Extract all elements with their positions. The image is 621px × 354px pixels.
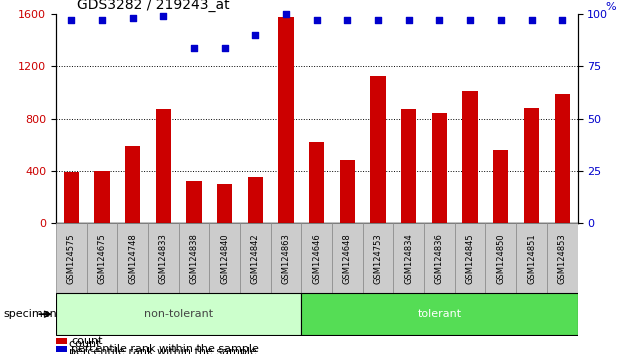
Text: GSM124675: GSM124675 <box>97 233 106 284</box>
Bar <box>332 223 363 294</box>
Text: GSM124863: GSM124863 <box>281 233 291 284</box>
Text: non-tolerant: non-tolerant <box>144 309 213 319</box>
Bar <box>486 223 516 294</box>
Bar <box>156 109 171 223</box>
Bar <box>394 223 424 294</box>
Bar <box>301 223 332 294</box>
Bar <box>271 223 301 294</box>
Text: GSM124648: GSM124648 <box>343 233 352 284</box>
Bar <box>56 223 86 294</box>
Text: GSM124834: GSM124834 <box>404 233 413 284</box>
Bar <box>94 171 109 223</box>
Point <box>220 45 230 50</box>
Bar <box>186 181 202 223</box>
Bar <box>63 172 79 223</box>
Bar <box>240 223 271 294</box>
Point <box>373 18 383 23</box>
Bar <box>209 223 240 294</box>
Point <box>404 18 414 23</box>
Point <box>342 18 352 23</box>
Bar <box>370 75 386 223</box>
Bar <box>56 293 301 336</box>
Text: GSM124833: GSM124833 <box>159 233 168 284</box>
Bar <box>524 108 539 223</box>
Text: GSM124748: GSM124748 <box>128 233 137 284</box>
Point <box>189 45 199 50</box>
Text: GSM124836: GSM124836 <box>435 233 444 284</box>
Bar <box>401 109 417 223</box>
Bar <box>424 223 455 294</box>
Bar <box>340 160 355 223</box>
Point <box>435 18 445 23</box>
Bar <box>86 223 117 294</box>
Bar <box>117 223 148 294</box>
Text: GSM124851: GSM124851 <box>527 233 536 284</box>
Text: percentile rank within the sample: percentile rank within the sample <box>71 344 260 354</box>
Text: GSM124753: GSM124753 <box>374 233 383 284</box>
Text: GSM124575: GSM124575 <box>66 233 76 284</box>
Point <box>97 18 107 23</box>
Bar <box>432 113 447 223</box>
Text: count: count <box>62 339 101 349</box>
Y-axis label: %: % <box>605 2 617 12</box>
Text: GSM124842: GSM124842 <box>251 233 260 284</box>
Bar <box>148 223 179 294</box>
Text: GSM124850: GSM124850 <box>496 233 505 284</box>
Point <box>527 18 537 23</box>
Bar <box>363 223 394 294</box>
Text: count: count <box>71 336 103 346</box>
Text: GSM124853: GSM124853 <box>558 233 567 284</box>
Point <box>312 18 322 23</box>
Bar <box>179 223 209 294</box>
Bar <box>125 146 140 223</box>
Bar <box>301 293 578 336</box>
Bar <box>547 223 578 294</box>
Point <box>465 18 475 23</box>
Bar <box>217 184 232 223</box>
Text: GDS3282 / 219243_at: GDS3282 / 219243_at <box>77 0 229 12</box>
Bar <box>493 150 509 223</box>
Point <box>66 18 76 23</box>
Text: tolerant: tolerant <box>417 309 461 319</box>
Text: GSM124838: GSM124838 <box>189 233 199 284</box>
Point <box>557 18 567 23</box>
Point <box>496 18 505 23</box>
Bar <box>56 338 66 344</box>
Text: percentile rank within the sample: percentile rank within the sample <box>62 347 257 354</box>
Bar <box>56 346 66 352</box>
Point <box>250 32 260 38</box>
Point <box>128 16 138 21</box>
Point <box>281 11 291 17</box>
Bar <box>516 223 547 294</box>
Bar <box>309 142 324 223</box>
Bar <box>455 223 486 294</box>
Bar <box>278 17 294 223</box>
Bar <box>463 91 478 223</box>
Bar <box>248 177 263 223</box>
Text: GSM124646: GSM124646 <box>312 233 321 284</box>
Text: GSM124840: GSM124840 <box>220 233 229 284</box>
Bar <box>555 94 570 223</box>
Point <box>158 13 168 19</box>
Text: specimen: specimen <box>3 309 57 319</box>
Text: GSM124845: GSM124845 <box>466 233 474 284</box>
